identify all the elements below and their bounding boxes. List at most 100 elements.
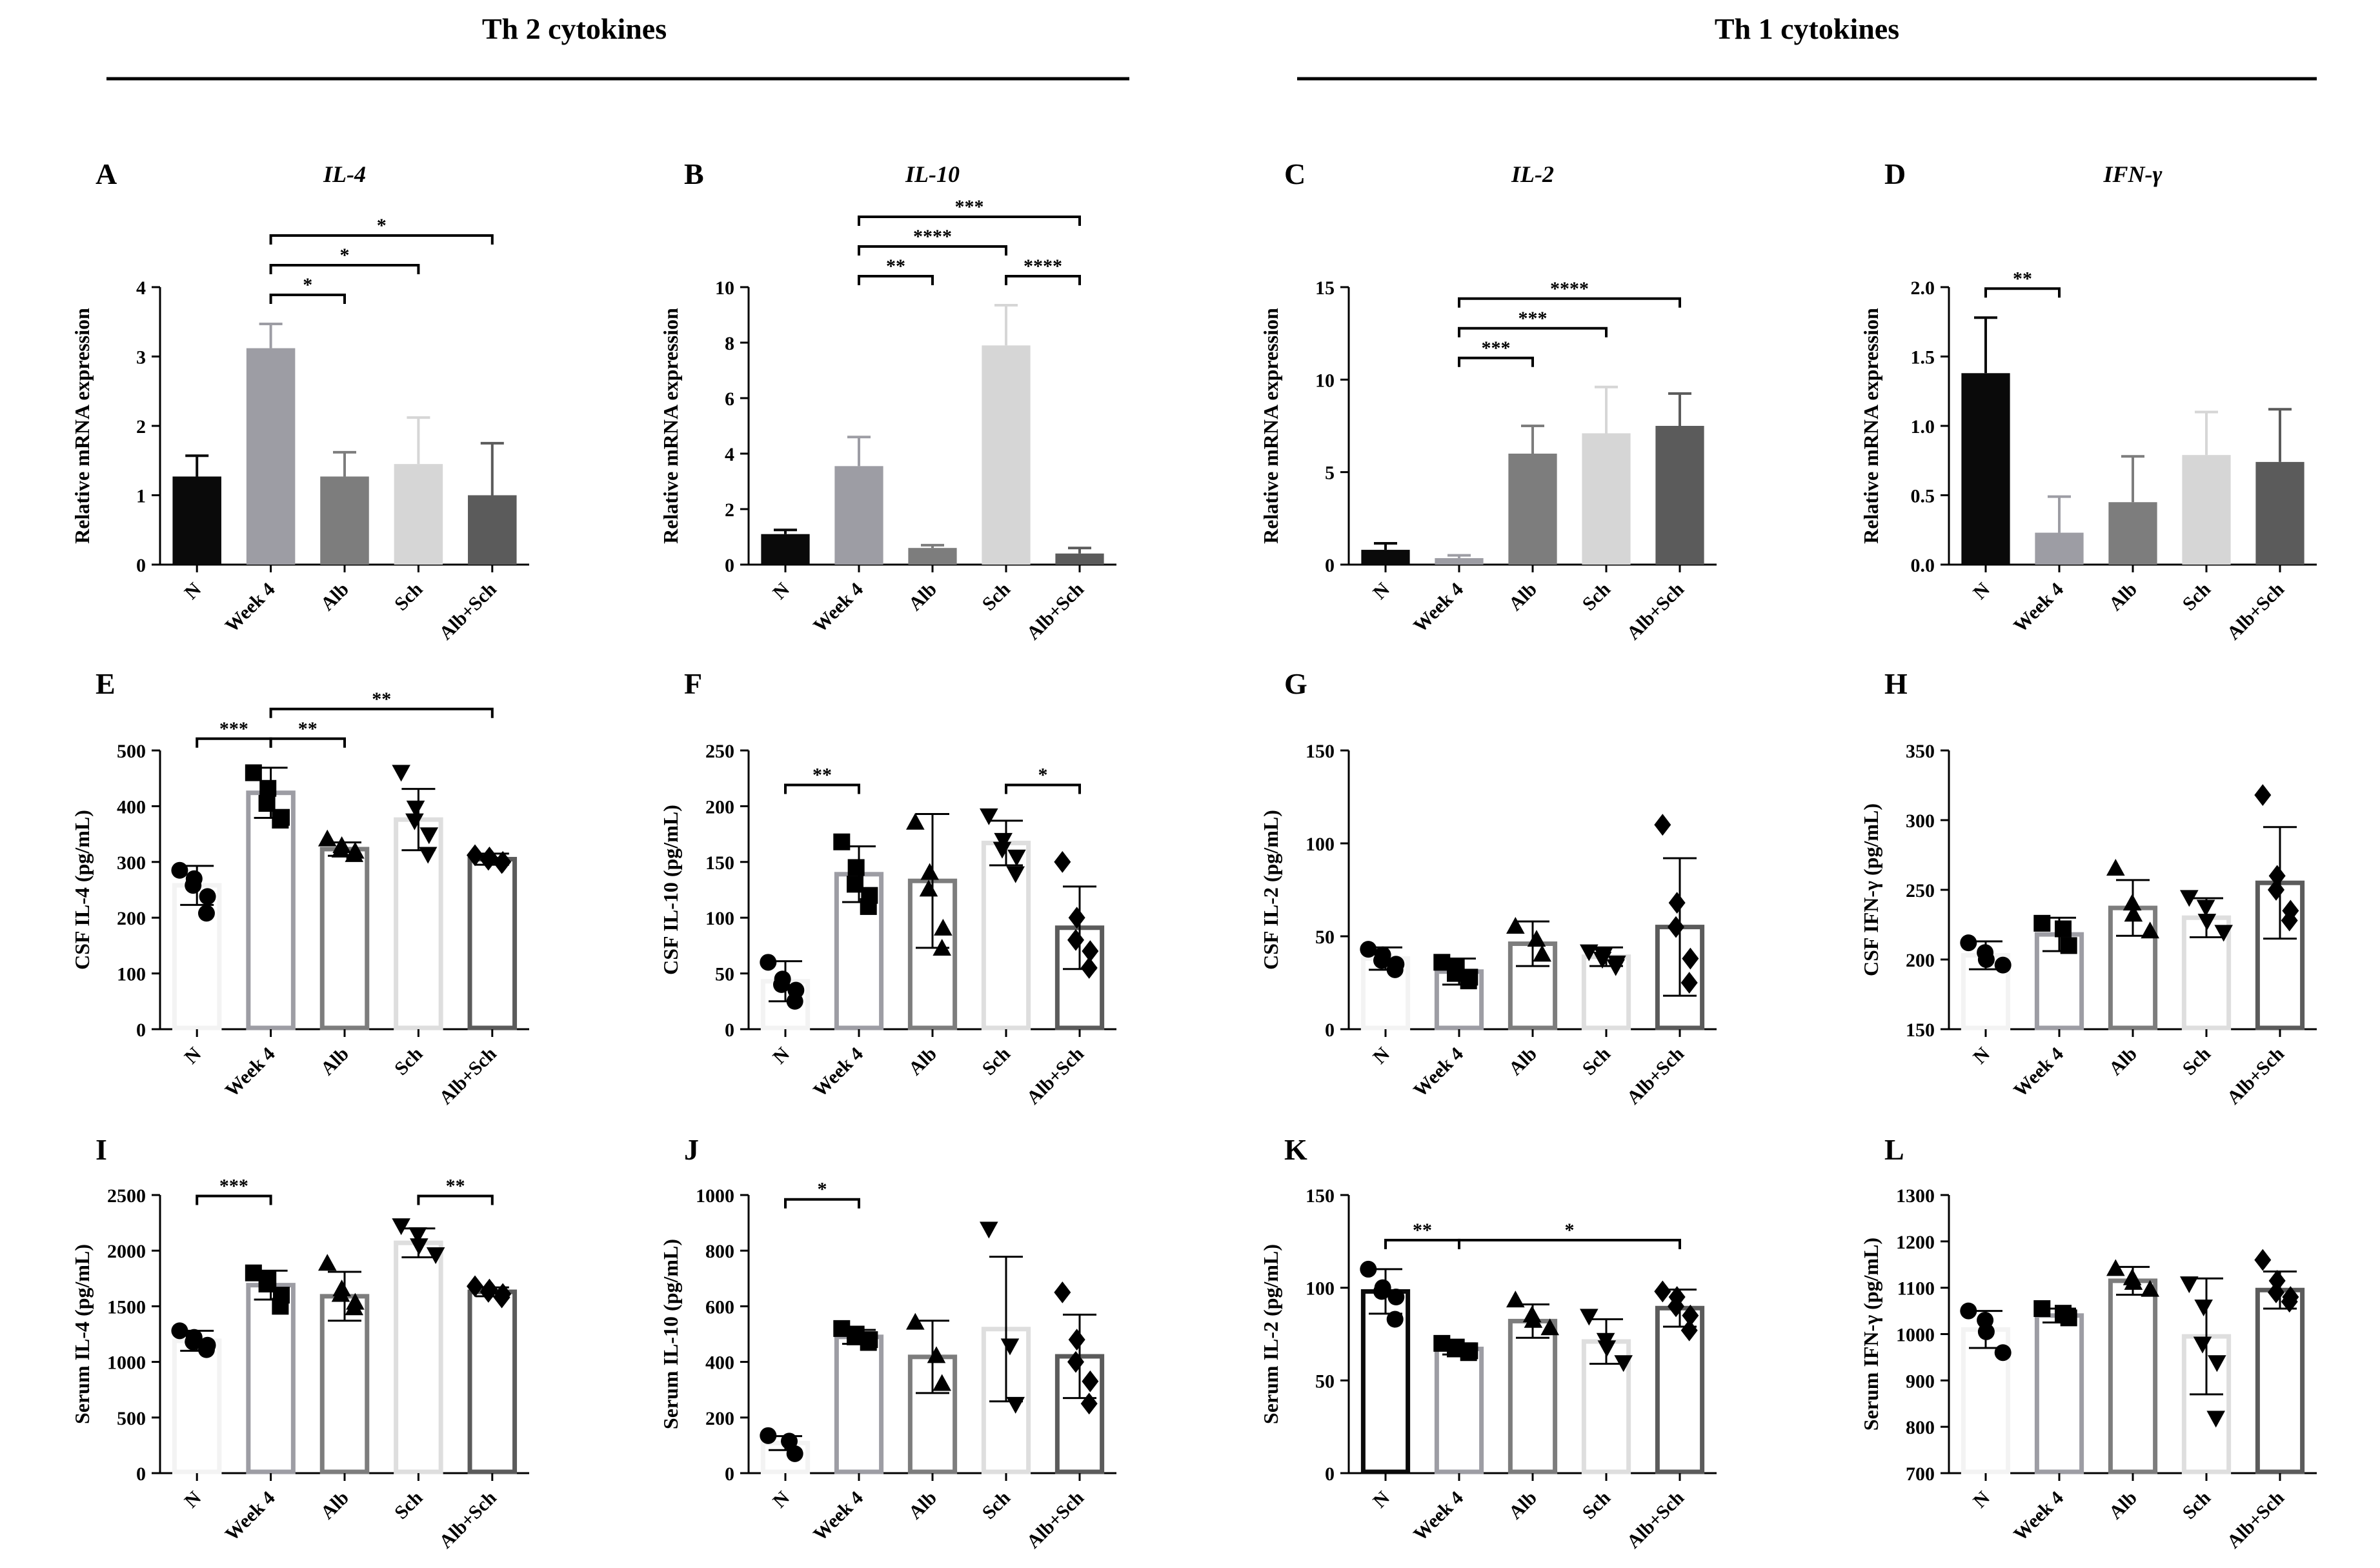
significance-bracket <box>858 245 1007 256</box>
data-point <box>1533 945 1551 962</box>
x-tick-label: Sch <box>1578 578 1615 615</box>
y-tick-label: 500 <box>117 1408 146 1429</box>
y-tick-label: 50 <box>715 964 734 985</box>
data-point <box>392 765 410 782</box>
data-point <box>2208 1355 2226 1372</box>
data-point <box>994 832 1013 850</box>
significance-label: ** <box>812 764 832 785</box>
bar <box>467 1289 518 1474</box>
data-point <box>467 1275 484 1298</box>
x-tick-label: Week 4 <box>2010 1487 2068 1545</box>
y-tick-label: 2.0 <box>1911 277 1935 299</box>
bar <box>2108 502 2157 565</box>
data-point <box>258 1275 276 1292</box>
significance-bracket <box>784 783 860 794</box>
x-tick-label: Sch <box>2179 578 2215 615</box>
y-axis-label: CSF IL-2 (pg/mL) <box>1259 810 1282 970</box>
y-tick-label: 300 <box>117 852 146 874</box>
bar <box>834 466 883 565</box>
data-point <box>318 1254 337 1271</box>
data-point <box>199 888 216 905</box>
data-point <box>1580 944 1598 961</box>
x-tick-label: N <box>180 1487 205 1512</box>
y-tick-label: 0 <box>136 1463 146 1485</box>
data-point <box>1387 1289 1405 1306</box>
data-point <box>1373 952 1390 969</box>
x-tick-label: Sch <box>2179 1043 2215 1080</box>
data-point <box>2206 1411 2225 1428</box>
significance-bracket <box>269 737 346 748</box>
data-point <box>980 808 998 825</box>
y-tick-label: 6 <box>725 388 734 410</box>
panel-J: J 0 200 400 600 800 1000 Serum IL-10 (pg/mL) N We… <box>659 1133 1116 1553</box>
bar <box>1655 426 1704 565</box>
data-point <box>1977 1323 1995 1340</box>
bar <box>394 464 443 565</box>
data-point <box>171 1322 188 1340</box>
x-tick-label: N <box>1969 578 1994 603</box>
data-point <box>1682 947 1699 970</box>
data-point <box>171 861 188 879</box>
x-tick-label: N <box>1369 578 1394 603</box>
bar <box>246 790 296 1030</box>
data-point <box>927 1346 946 1363</box>
bar <box>2035 532 2084 565</box>
y-axis-label: Relative mRNA expression <box>1259 308 1282 544</box>
bar <box>1655 1305 1705 1474</box>
x-tick-label: Sch <box>978 1487 1015 1523</box>
y-tick-label: 150 <box>1306 741 1335 762</box>
x-tick-label: Alb+Sch <box>2223 1043 2289 1109</box>
x-tick-label: N <box>1369 1487 1394 1512</box>
data-point <box>2254 784 2272 807</box>
y-tick-label: 400 <box>117 796 146 818</box>
significance-bracket <box>1384 1238 1460 1249</box>
y-tick-label: 4 <box>136 277 146 299</box>
x-tick-label: N <box>180 578 205 603</box>
x-tick-label: Alb+Sch <box>2223 1487 2289 1553</box>
data-point <box>1580 1309 1598 1326</box>
y-tick-label: 1.0 <box>1911 416 1935 437</box>
y-tick-label: 0.0 <box>1911 555 1935 576</box>
y-tick-label: 2 <box>725 499 734 521</box>
significance-bracket <box>269 234 494 245</box>
x-tick-label: N <box>180 1043 205 1068</box>
data-point <box>1682 1304 1699 1327</box>
y-tick-label: 100 <box>1306 1278 1335 1300</box>
y-tick-label: 250 <box>705 741 734 762</box>
data-point <box>2268 1281 2284 1303</box>
x-tick-label: Alb+Sch <box>1623 578 1689 644</box>
data-point <box>781 1432 798 1450</box>
y-axis-label: Serum IL-10 (pg/mL) <box>659 1239 682 1429</box>
y-tick-label: 300 <box>1906 810 1935 832</box>
data-point <box>345 1298 364 1316</box>
significance-label: * <box>340 245 350 266</box>
bar <box>981 840 1031 1030</box>
data-point <box>1386 961 1404 978</box>
panel-B: B IL-10 0 2 4 6 8 10 Relative mRNA expression N We… <box>659 157 1116 644</box>
significance-label: * <box>377 215 387 236</box>
bar <box>2034 1313 2084 1474</box>
bar <box>1361 550 1410 565</box>
data-point <box>493 852 510 874</box>
bar <box>1508 1318 1558 1474</box>
data-point <box>406 800 425 818</box>
y-tick-label: 1000 <box>696 1185 734 1207</box>
data-point <box>1506 917 1525 934</box>
data-point <box>2197 914 2217 931</box>
bar <box>1582 433 1631 565</box>
significance-label: ** <box>446 1176 465 1197</box>
x-tick-label: Sch <box>390 578 427 615</box>
data-point <box>405 813 424 830</box>
data-point <box>1067 929 1084 951</box>
data-point <box>2180 890 2199 907</box>
y-tick-label: 5 <box>1325 463 1335 484</box>
data-point <box>1460 1344 1477 1362</box>
data-point <box>197 1341 215 1358</box>
bar <box>982 345 1031 565</box>
data-point <box>760 1427 777 1444</box>
y-tick-label: 100 <box>117 964 146 985</box>
data-point <box>1360 1260 1377 1278</box>
data-point <box>1006 866 1025 883</box>
y-axis-label: Relative mRNA expression <box>659 308 682 544</box>
data-point <box>1597 1340 1617 1358</box>
